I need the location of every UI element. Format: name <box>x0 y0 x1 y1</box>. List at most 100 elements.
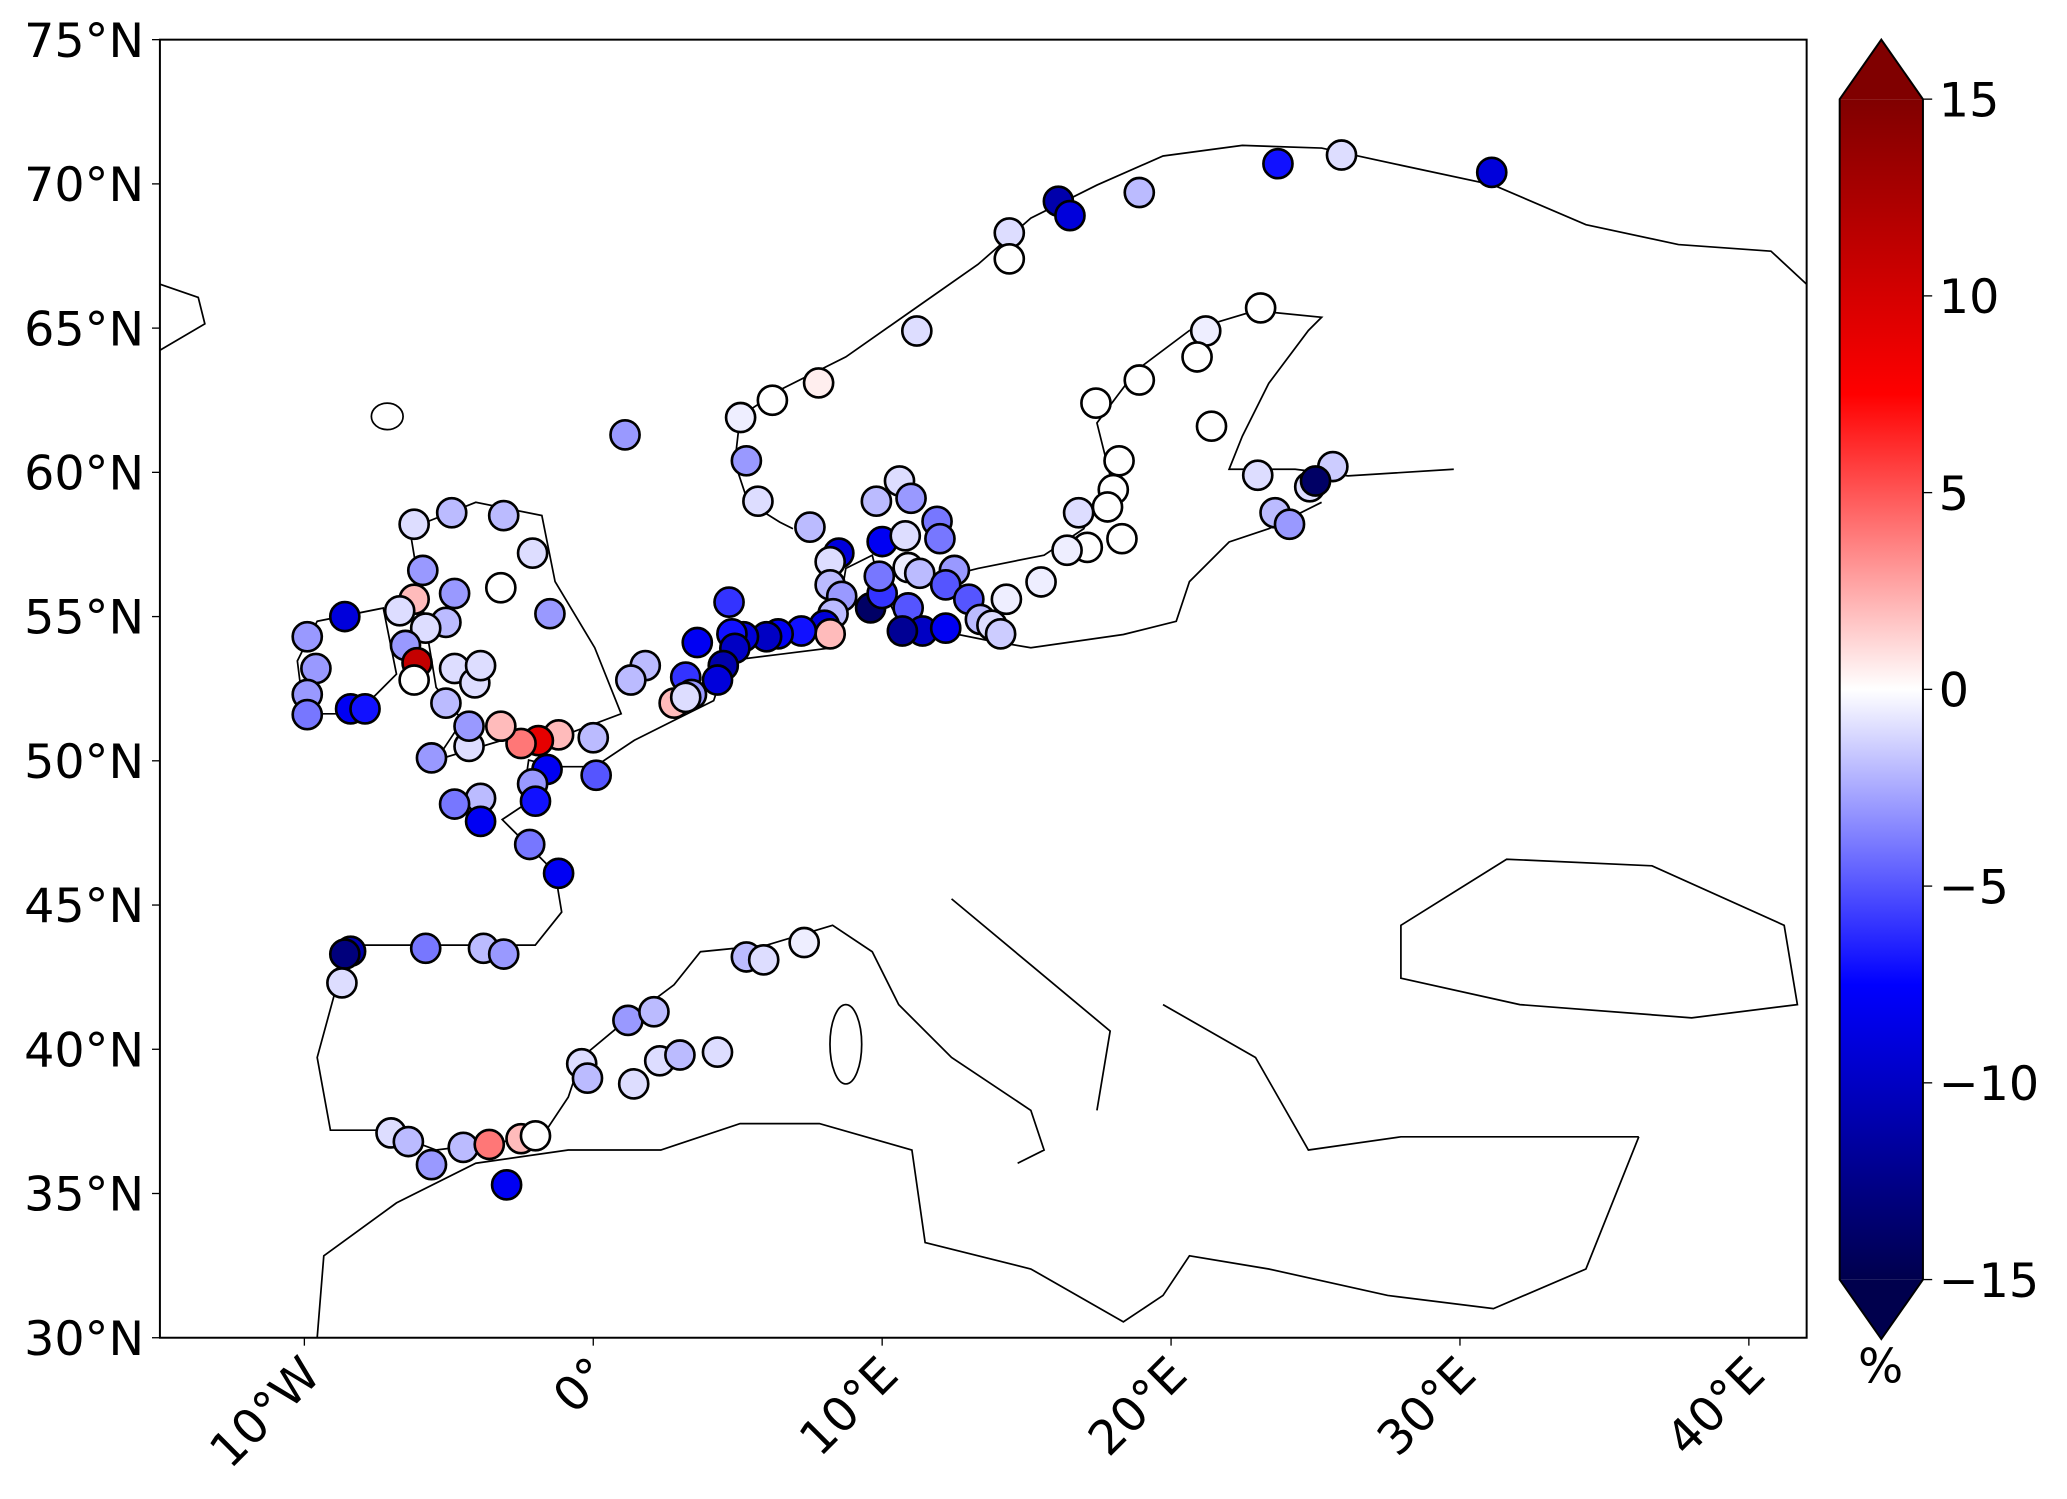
station-point <box>1195 410 1228 443</box>
station-point <box>788 926 821 959</box>
station-point <box>464 649 497 682</box>
station-point <box>409 932 442 965</box>
station-point <box>484 710 517 743</box>
y-tick-label: 40°N <box>24 1023 144 1078</box>
station-point <box>1062 496 1095 529</box>
colorbar-tick-label: −10 <box>1939 1057 2039 1112</box>
station-point <box>1262 147 1294 180</box>
station-point <box>1123 364 1156 396</box>
station-point <box>730 444 763 477</box>
station-point <box>701 664 734 696</box>
station-point <box>1244 292 1277 324</box>
station-point <box>747 943 780 976</box>
station-point <box>756 384 789 417</box>
colorbar-tick-label: 0 <box>1939 664 1969 719</box>
colorbar-tick-label: −15 <box>1939 1254 2039 1309</box>
station-point <box>609 418 641 451</box>
colorbar-body <box>1839 99 1923 1280</box>
station-point <box>863 560 896 593</box>
y-tick-label: 55°N <box>24 591 144 646</box>
station-point <box>903 557 936 590</box>
station-point <box>929 568 962 601</box>
x-tick-label: 10°E <box>789 1347 909 1467</box>
y-tick-label: 45°N <box>24 879 144 934</box>
x-tick-label: 10°W <box>200 1347 332 1479</box>
station-point <box>1091 491 1124 523</box>
station-point <box>664 1039 696 1071</box>
station-point <box>1241 459 1274 492</box>
station-point <box>895 482 927 515</box>
station-point <box>406 554 439 587</box>
station-point <box>383 594 416 627</box>
station-point <box>326 967 358 999</box>
station-point <box>447 1131 480 1164</box>
station-point <box>398 508 431 541</box>
faroe <box>370 402 404 431</box>
station-point <box>681 626 714 659</box>
station-point <box>328 600 361 633</box>
station-point <box>291 620 324 653</box>
station-point <box>473 1128 506 1161</box>
station-point <box>487 499 520 532</box>
station-point <box>614 664 647 696</box>
colorbar-tick-label: 15 <box>1939 73 2000 128</box>
points <box>291 139 1508 1201</box>
station-point <box>534 597 566 630</box>
station-point <box>487 938 520 970</box>
colorbar-label: % <box>1858 1340 1903 1395</box>
station-point <box>1181 341 1213 373</box>
station-point <box>1299 465 1332 497</box>
station-point <box>1054 199 1086 232</box>
station-point <box>430 687 462 719</box>
station-point <box>993 243 1026 275</box>
station-point <box>1475 156 1508 189</box>
station-point <box>415 742 448 774</box>
station-point <box>638 995 670 1028</box>
station-point <box>291 698 324 731</box>
coastline <box>316 1122 1640 1338</box>
station-point <box>435 496 468 529</box>
y-tick-label: 60°N <box>24 447 144 502</box>
station-point <box>519 1119 552 1152</box>
station-point <box>490 1168 523 1201</box>
station-point <box>1103 444 1135 477</box>
station-point <box>886 615 919 647</box>
station-point <box>713 586 745 619</box>
station-point <box>571 1062 604 1094</box>
station-point <box>398 664 431 696</box>
station-point <box>669 681 702 714</box>
station-point <box>1080 387 1112 419</box>
station-point <box>392 1125 425 1158</box>
station-point <box>802 367 835 399</box>
station-point <box>794 511 826 544</box>
station-point <box>328 938 361 970</box>
station-point <box>990 583 1023 616</box>
station-point <box>929 612 962 644</box>
station-point <box>484 571 517 604</box>
station-point <box>577 721 610 754</box>
black-sea <box>1400 858 1799 1019</box>
x-tick-label: 40°E <box>1656 1347 1776 1467</box>
station-point <box>1106 522 1138 555</box>
y-tick-label: 50°N <box>24 735 144 790</box>
station-point <box>984 618 1017 650</box>
station-point <box>464 805 497 838</box>
station-point <box>409 612 442 644</box>
station-point <box>724 401 757 434</box>
station-point <box>814 618 847 650</box>
station-point <box>924 522 956 555</box>
y-tick-label: 65°N <box>24 302 144 357</box>
colorbar-tick-label: 5 <box>1939 467 1969 522</box>
station-point <box>580 759 613 792</box>
station-point <box>1325 139 1358 171</box>
station-point <box>453 710 485 743</box>
station-point <box>542 857 575 890</box>
station-point <box>900 315 933 347</box>
station-point <box>701 1036 734 1069</box>
station-point <box>505 727 537 760</box>
y-tick-label: 70°N <box>24 158 144 213</box>
station-point <box>1051 534 1083 567</box>
station-point <box>438 788 471 820</box>
x-tick-label: 30°E <box>1367 1347 1487 1467</box>
station-point <box>617 1068 650 1100</box>
